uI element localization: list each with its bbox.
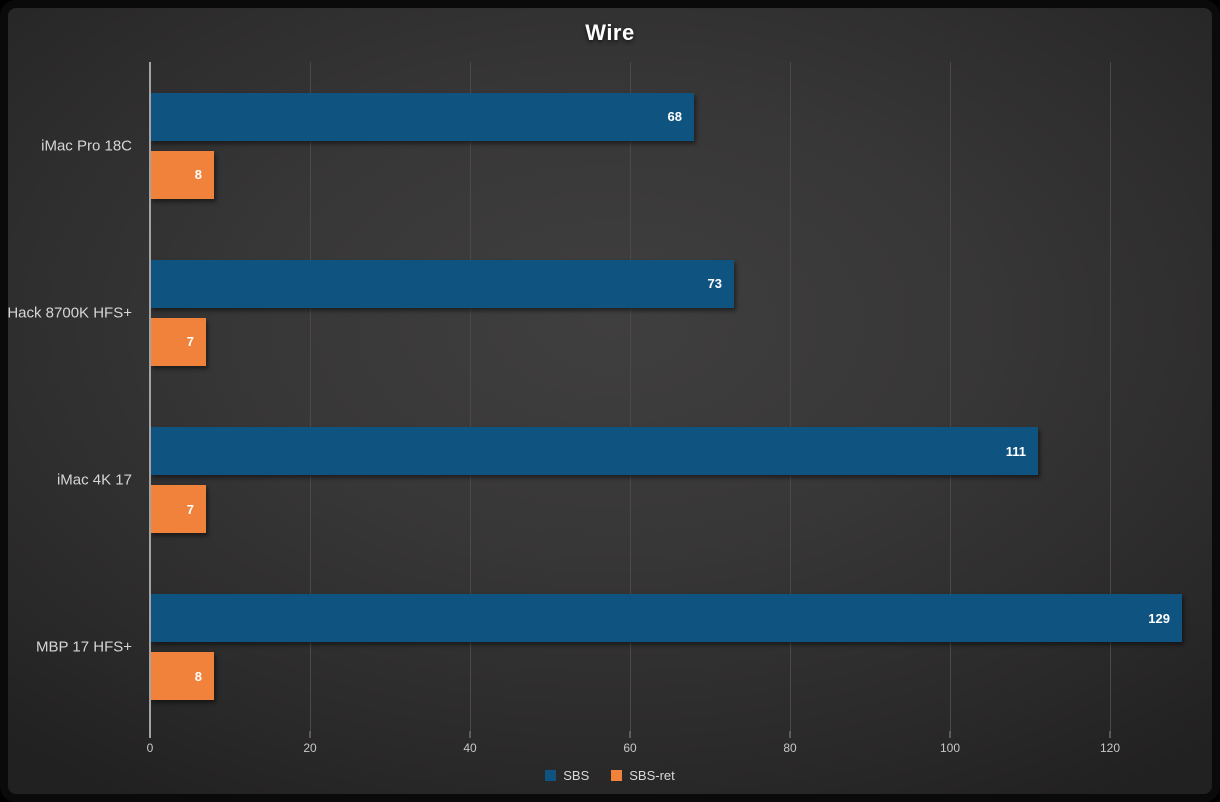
bar-value-label: 7 xyxy=(186,334,194,350)
legend-label: SBS xyxy=(563,768,590,783)
category-axis: iMac Pro 18C Hack 8700K HFS+ iMac 4K 17 MBP… xyxy=(8,62,140,731)
axis-tick xyxy=(789,731,791,738)
axis-tick-label: 60 xyxy=(623,741,637,755)
bar-sbs-ret: 7 xyxy=(150,485,206,534)
gridline xyxy=(470,62,471,731)
category-label: MBP 17 HFS+ xyxy=(35,638,132,656)
axis-tick xyxy=(309,731,311,738)
gridline xyxy=(310,62,311,731)
bar-value-label: 8 xyxy=(194,668,202,684)
bar-sbs: 129 xyxy=(150,594,1182,643)
bar-sbs-ret: 8 xyxy=(150,652,214,701)
legend-item: SBS-ret xyxy=(611,768,675,783)
bar-value-label: 68 xyxy=(667,109,682,125)
axis-tick-label: 20 xyxy=(303,741,317,755)
axis-tick-label: 100 xyxy=(939,741,961,755)
bar-value-label: 111 xyxy=(1005,443,1026,459)
category-label: iMac 4K 17 xyxy=(56,471,132,489)
category-label: Hack 8700K HFS+ xyxy=(7,304,132,322)
plot-area: 68 8 73 7 111 7 129 8 xyxy=(150,62,1190,731)
axis-tick-label: 80 xyxy=(783,741,797,755)
axis-tick xyxy=(1109,731,1111,738)
axis-tick-label: 0 xyxy=(146,741,154,755)
bar-sbs: 68 xyxy=(150,92,694,141)
value-axis: 0 20 40 60 80 100 120 xyxy=(146,731,1190,771)
bar-sbs: 111 xyxy=(150,427,1038,476)
axis-tick-label: 40 xyxy=(463,741,477,755)
axis-tick xyxy=(949,731,951,738)
legend-swatch xyxy=(611,770,623,781)
gridline xyxy=(790,62,791,731)
bar-sbs-ret: 8 xyxy=(150,150,214,199)
chart-title: Wire xyxy=(585,20,635,45)
legend: SBS SBS-ret xyxy=(8,768,1212,783)
legend-item: SBS xyxy=(545,768,589,783)
bar-value-label: 129 xyxy=(1148,610,1170,626)
gridline xyxy=(1110,62,1111,731)
axis-tick-label: 120 xyxy=(1099,741,1121,755)
gridline xyxy=(950,62,951,731)
category-label: iMac Pro 18C xyxy=(41,137,132,155)
bar-value-label: 8 xyxy=(194,167,202,183)
bar-sbs-ret: 7 xyxy=(150,317,206,366)
axis-tick xyxy=(629,731,631,738)
y-axis-line xyxy=(149,62,151,738)
axis-tick xyxy=(469,731,471,738)
bar-value-label: 73 xyxy=(707,276,722,292)
legend-swatch xyxy=(545,770,557,781)
gridline xyxy=(630,62,631,731)
legend-label: SBS-ret xyxy=(629,768,675,783)
bar-value-label: 7 xyxy=(186,501,194,517)
bar-sbs: 73 xyxy=(150,259,734,308)
